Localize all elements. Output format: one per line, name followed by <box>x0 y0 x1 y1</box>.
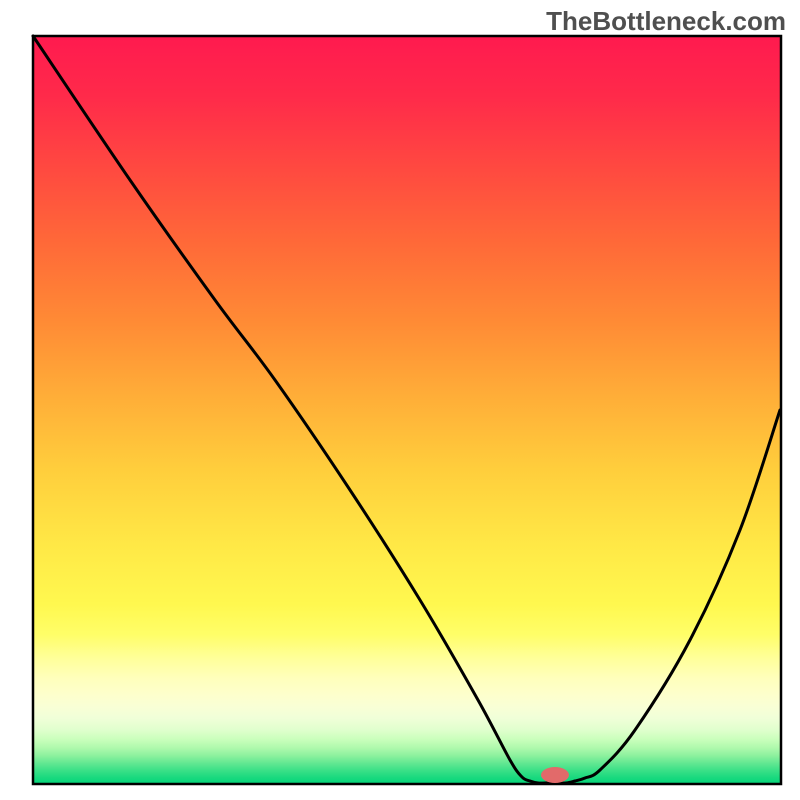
plot-background <box>33 36 781 784</box>
optimal-marker <box>541 767 569 783</box>
watermark-text: TheBottleneck.com <box>546 6 786 37</box>
chart-svg <box>0 0 800 800</box>
bottleneck-chart: TheBottleneck.com <box>0 0 800 800</box>
